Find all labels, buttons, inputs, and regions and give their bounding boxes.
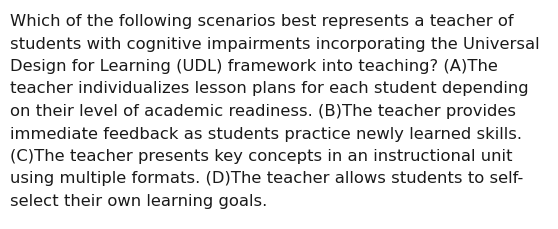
Text: Design for Learning (UDL) framework into teaching? (A)The: Design for Learning (UDL) framework into… [10, 59, 498, 74]
Text: Which of the following scenarios best represents a teacher of: Which of the following scenarios best re… [10, 14, 513, 29]
Text: select their own learning goals.: select their own learning goals. [10, 193, 267, 208]
Text: on their level of academic readiness. (B)The teacher provides: on their level of academic readiness. (B… [10, 104, 516, 118]
Text: (C)The teacher presents key concepts in an instructional unit: (C)The teacher presents key concepts in … [10, 148, 512, 163]
Text: teacher individualizes lesson plans for each student depending: teacher individualizes lesson plans for … [10, 81, 528, 96]
Text: using multiple formats. (D)The teacher allows students to self-: using multiple formats. (D)The teacher a… [10, 171, 523, 186]
Text: students with cognitive impairments incorporating the Universal: students with cognitive impairments inco… [10, 36, 540, 51]
Text: immediate feedback as students practice newly learned skills.: immediate feedback as students practice … [10, 126, 522, 141]
